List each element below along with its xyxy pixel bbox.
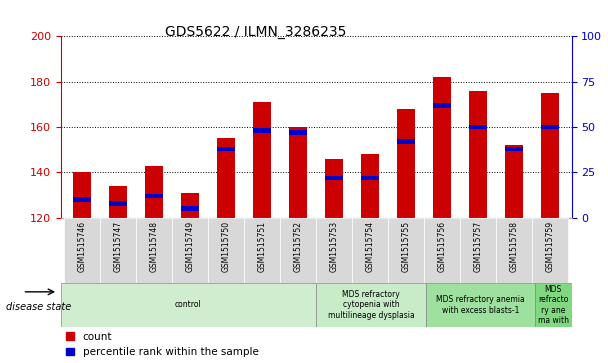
FancyBboxPatch shape [316, 218, 352, 283]
Text: GSM1515746: GSM1515746 [78, 221, 87, 272]
FancyBboxPatch shape [209, 218, 244, 283]
Bar [397, 139, 415, 144]
Text: MDS
refracto
ry ane
ma with: MDS refracto ry ane ma with [538, 285, 568, 325]
Bar [325, 159, 343, 218]
Bar [253, 102, 271, 218]
FancyBboxPatch shape [388, 218, 424, 283]
Bar [361, 176, 379, 180]
Bar [181, 193, 199, 218]
Bar [109, 201, 127, 205]
Bar [74, 172, 91, 218]
Bar [505, 147, 523, 151]
FancyBboxPatch shape [316, 283, 426, 327]
Bar [145, 166, 164, 218]
Bar [109, 186, 127, 218]
Text: GSM1515748: GSM1515748 [150, 221, 159, 272]
FancyBboxPatch shape [496, 218, 532, 283]
Bar [289, 127, 307, 218]
Text: disease state: disease state [6, 302, 71, 312]
Bar [289, 130, 307, 135]
Bar [217, 138, 235, 218]
FancyBboxPatch shape [100, 218, 136, 283]
FancyBboxPatch shape [64, 218, 100, 283]
FancyBboxPatch shape [424, 218, 460, 283]
Bar [253, 129, 271, 133]
Bar [325, 176, 343, 180]
Bar [469, 91, 487, 218]
Text: GSM1515753: GSM1515753 [330, 221, 339, 272]
Bar [433, 103, 451, 107]
Bar [145, 194, 164, 198]
Text: GSM1515756: GSM1515756 [438, 221, 446, 272]
Legend: count, percentile rank within the sample: count, percentile rank within the sample [66, 332, 258, 357]
Text: GSM1515749: GSM1515749 [186, 221, 195, 272]
Text: GSM1515758: GSM1515758 [510, 221, 519, 272]
FancyBboxPatch shape [532, 218, 568, 283]
Bar [74, 197, 91, 202]
FancyBboxPatch shape [172, 218, 209, 283]
FancyBboxPatch shape [426, 283, 535, 327]
Bar [217, 147, 235, 151]
FancyBboxPatch shape [535, 283, 572, 327]
Text: GSM1515757: GSM1515757 [474, 221, 483, 272]
Text: control: control [175, 301, 202, 309]
Text: GSM1515759: GSM1515759 [545, 221, 554, 272]
FancyBboxPatch shape [136, 218, 172, 283]
Text: MDS refractory anemia
with excess blasts-1: MDS refractory anemia with excess blasts… [436, 295, 525, 315]
Text: GSM1515751: GSM1515751 [258, 221, 267, 272]
Bar [541, 125, 559, 129]
Bar [181, 207, 199, 211]
Bar [433, 77, 451, 218]
FancyBboxPatch shape [280, 218, 316, 283]
Text: MDS refractory
cytopenia with
multilineage dysplasia: MDS refractory cytopenia with multilinea… [328, 290, 414, 320]
Bar [505, 145, 523, 218]
Text: GSM1515754: GSM1515754 [365, 221, 375, 272]
Text: GSM1515747: GSM1515747 [114, 221, 123, 272]
FancyBboxPatch shape [352, 218, 388, 283]
FancyBboxPatch shape [244, 218, 280, 283]
FancyBboxPatch shape [61, 283, 316, 327]
Text: GSM1515755: GSM1515755 [401, 221, 410, 272]
Text: GSM1515752: GSM1515752 [294, 221, 303, 272]
Text: GSM1515750: GSM1515750 [222, 221, 231, 272]
Text: GDS5622 / ILMN_3286235: GDS5622 / ILMN_3286235 [165, 25, 346, 40]
FancyBboxPatch shape [460, 218, 496, 283]
Bar [361, 154, 379, 218]
Bar [469, 125, 487, 129]
Bar [397, 109, 415, 218]
Bar [541, 93, 559, 218]
